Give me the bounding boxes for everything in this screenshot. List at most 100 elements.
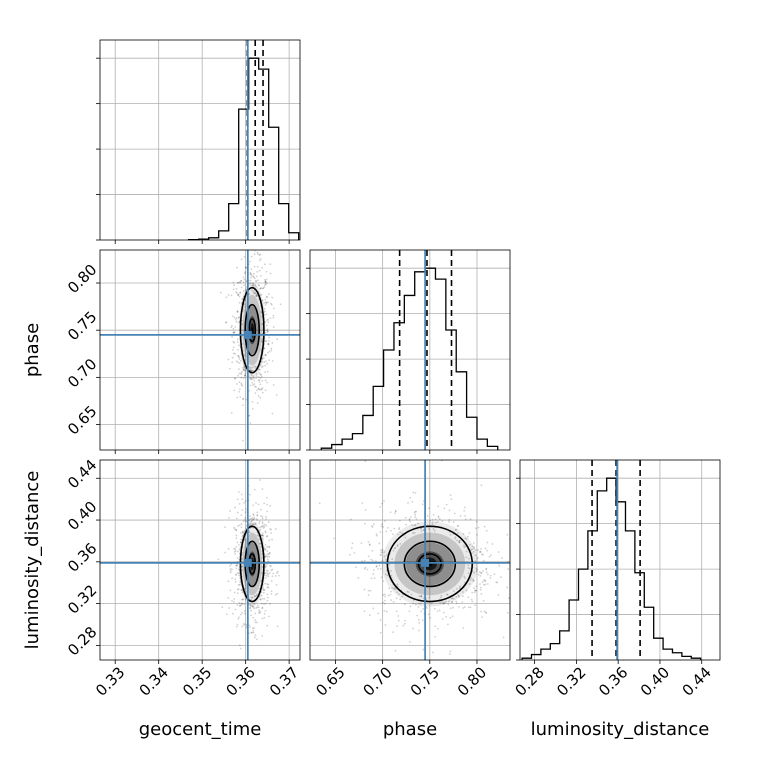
panel-geocent_time-geocent_time bbox=[96, 39, 301, 244]
x-tick-label: 0.36 bbox=[595, 663, 631, 699]
sample-point bbox=[234, 377, 236, 380]
x-tick-label: 0.35 bbox=[179, 663, 215, 699]
sample-point bbox=[465, 589, 468, 592]
sample-point bbox=[270, 349, 273, 352]
sample-point bbox=[244, 519, 246, 521]
sample-point bbox=[364, 508, 367, 511]
sample-point bbox=[367, 594, 370, 597]
sample-point bbox=[240, 373, 243, 376]
sample-point bbox=[254, 522, 257, 525]
sample-point bbox=[238, 358, 241, 360]
sample-point bbox=[463, 577, 466, 579]
sample-point bbox=[268, 572, 271, 574]
sample-point bbox=[241, 591, 244, 594]
sample-point bbox=[395, 597, 398, 600]
sample-point bbox=[398, 528, 400, 531]
sample-point bbox=[403, 622, 406, 625]
sample-point bbox=[483, 525, 486, 528]
sample-point bbox=[256, 402, 259, 404]
sample-point bbox=[394, 509, 397, 512]
panel-luminosity_distance-geocent_time: 0.28 0.32 0.36 0.40 0.44 luminosity_distance 0… bbox=[22, 456, 302, 740]
sample-point bbox=[245, 267, 247, 269]
sample-point bbox=[385, 553, 388, 556]
sample-point bbox=[270, 580, 273, 582]
sample-point bbox=[243, 603, 246, 606]
sample-point bbox=[256, 251, 259, 254]
sample-point bbox=[240, 279, 242, 282]
sample-point bbox=[254, 291, 257, 294]
sample-point bbox=[241, 569, 243, 571]
sample-point bbox=[258, 378, 261, 381]
sample-point bbox=[260, 594, 263, 597]
sample-point bbox=[266, 343, 269, 345]
sample-point bbox=[484, 583, 487, 586]
sample-point bbox=[415, 510, 418, 513]
sample-point bbox=[274, 528, 277, 531]
sample-point bbox=[234, 608, 237, 611]
sample-point bbox=[231, 356, 234, 359]
sample-point bbox=[399, 598, 402, 601]
sample-point bbox=[432, 528, 435, 530]
sample-point bbox=[480, 572, 483, 575]
sample-point bbox=[451, 601, 454, 603]
sample-point bbox=[397, 619, 400, 622]
sample-point bbox=[234, 377, 236, 380]
sample-point bbox=[255, 285, 257, 288]
sample-point bbox=[429, 617, 432, 619]
sample-point bbox=[252, 518, 255, 521]
sample-point bbox=[239, 281, 242, 284]
sample-point bbox=[253, 253, 256, 256]
sample-point bbox=[237, 349, 239, 351]
sample-point bbox=[486, 549, 489, 552]
sample-point bbox=[233, 316, 236, 319]
sample-point bbox=[375, 533, 378, 536]
sample-point bbox=[457, 595, 460, 598]
sample-point bbox=[265, 535, 268, 538]
sample-point bbox=[377, 568, 379, 570]
sample-point bbox=[243, 624, 245, 626]
sample-point bbox=[506, 586, 509, 589]
sample-point bbox=[420, 527, 422, 530]
sample-point bbox=[253, 276, 255, 279]
sample-point bbox=[266, 555, 269, 558]
sample-point bbox=[265, 572, 267, 574]
sample-point bbox=[471, 578, 474, 581]
sample-point bbox=[258, 520, 261, 523]
sample-point bbox=[381, 523, 383, 526]
sample-point bbox=[264, 301, 267, 304]
sample-point bbox=[261, 323, 264, 325]
sample-point bbox=[384, 595, 386, 598]
sample-point bbox=[441, 618, 444, 620]
sample-point bbox=[263, 526, 266, 528]
sample-point bbox=[260, 580, 263, 582]
sample-point bbox=[456, 539, 458, 542]
sample-point bbox=[412, 602, 415, 605]
sample-point bbox=[258, 587, 261, 590]
sample-point bbox=[235, 517, 238, 520]
sample-point bbox=[381, 551, 384, 554]
histogram-phase bbox=[320, 267, 499, 450]
sample-point bbox=[461, 601, 464, 603]
sample-point bbox=[256, 270, 259, 273]
sample-point bbox=[405, 523, 407, 526]
sample-point bbox=[396, 591, 398, 594]
sample-point bbox=[237, 491, 240, 493]
sample-point bbox=[270, 303, 273, 306]
sample-point bbox=[436, 610, 439, 613]
sample-point bbox=[437, 515, 440, 518]
sample-point bbox=[451, 597, 454, 600]
sample-point bbox=[371, 549, 374, 552]
sample-point bbox=[489, 577, 492, 580]
sample-point bbox=[262, 589, 265, 592]
sample-point bbox=[266, 510, 269, 513]
sample-point bbox=[264, 281, 267, 284]
sample-point bbox=[236, 498, 239, 501]
sample-point bbox=[240, 376, 243, 379]
sample-point bbox=[240, 258, 243, 261]
sample-point bbox=[260, 293, 263, 296]
sample-point bbox=[265, 515, 267, 518]
sample-point bbox=[241, 498, 244, 501]
sample-point bbox=[259, 257, 262, 260]
sample-point bbox=[259, 287, 262, 290]
sample-point bbox=[422, 597, 425, 600]
